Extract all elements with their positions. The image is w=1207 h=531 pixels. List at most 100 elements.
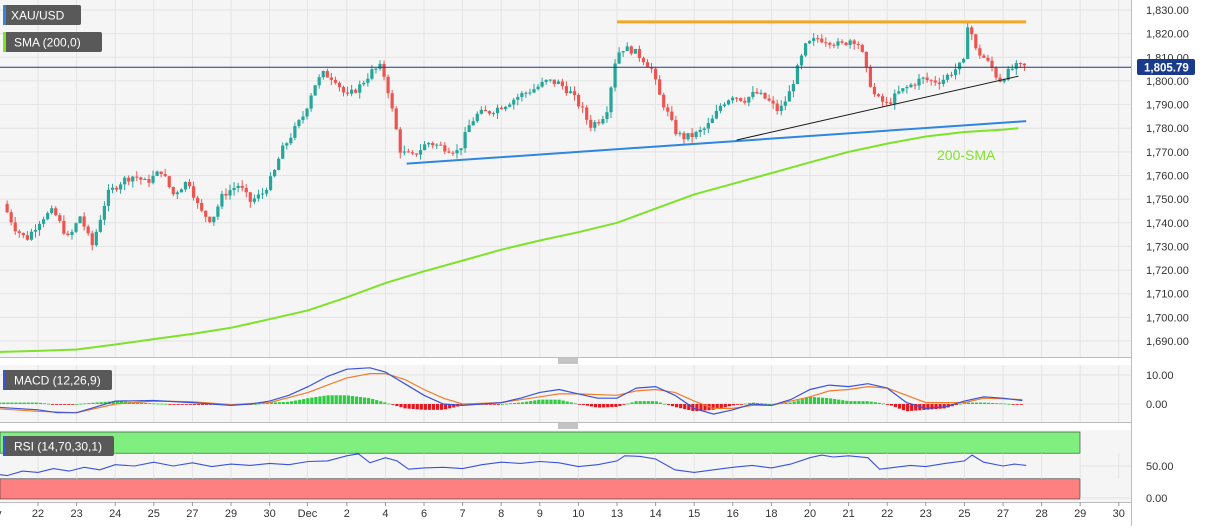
candle-body (5, 203, 9, 213)
price-tick-label: 1,780.00 (1146, 123, 1189, 135)
macd-histogram-bar (330, 395, 334, 404)
candle-body (370, 69, 374, 79)
legend-sma[interactable]: SMA (200,0) (3, 32, 102, 52)
macd-histogram-bar (585, 404, 590, 406)
macd-histogram-bar (342, 395, 346, 404)
macd-histogram-bar (399, 404, 403, 408)
macd-histogram-bar (99, 402, 103, 404)
macd-histogram-bar (184, 404, 188, 405)
pane-resize-handle-rsi[interactable] (0, 422, 1131, 430)
candle-body (248, 192, 252, 202)
price-grid (0, 0, 1131, 357)
time-tick-label: 21 (842, 508, 854, 520)
candle-body (394, 108, 398, 130)
candle-body (317, 77, 321, 86)
candle-body (629, 46, 633, 54)
macd-histogram-bar (411, 404, 415, 409)
macd-histogram-bar (557, 399, 561, 404)
candle-body (491, 113, 496, 115)
candle-body (475, 113, 479, 122)
macd-histogram-bar (516, 402, 521, 404)
time-tick-label: Nov (0, 508, 2, 520)
candle-body (589, 119, 593, 128)
price-pane[interactable]: 200-SMA (0, 0, 1131, 357)
legend-macd[interactable]: MACD (12,26,9) (3, 370, 112, 390)
candle-body (893, 93, 897, 104)
legend-rsi[interactable]: RSI (14,70,30,1) (3, 436, 114, 456)
candle-body (690, 133, 694, 138)
legend-symbol-marker (3, 5, 6, 25)
time-tick-label: 7 (460, 508, 466, 520)
macd-histogram-bar (492, 404, 496, 405)
macd-histogram-bar (942, 404, 946, 409)
macd-histogram-bar (966, 402, 971, 404)
macd-histogram-bar (87, 403, 91, 404)
candle-body (232, 187, 236, 191)
price-tick-label: 1,760.00 (1146, 171, 1189, 183)
candle-body (666, 107, 670, 112)
macd-histogram-bar (67, 404, 71, 405)
candle-body (471, 121, 475, 126)
macd-histogram-bar (926, 404, 930, 410)
candle-body (710, 118, 714, 124)
macd-histogram-bar (881, 403, 885, 405)
macd-tick-label: 10.00 (1146, 370, 1174, 382)
candle-body (54, 208, 58, 216)
price-tick-label: 1,820.00 (1146, 29, 1189, 41)
macd-histogram-bar (606, 404, 610, 408)
pane-resize-handle-macd[interactable] (0, 357, 1131, 365)
candle-body (17, 231, 21, 233)
macd-pane[interactable] (0, 365, 1131, 422)
macd-histogram-bar (407, 404, 411, 409)
macd-histogram-bar (196, 404, 200, 405)
candle-body (337, 82, 342, 87)
candle-body (179, 189, 183, 193)
macd-histogram-bar (573, 403, 577, 405)
candle-body (779, 105, 783, 111)
macd-histogram-bar (861, 401, 865, 404)
candle-body (925, 77, 929, 81)
macd-histogram-bar (265, 402, 269, 404)
rsi-pane[interactable] (0, 430, 1131, 502)
sma-200-line (0, 127, 1019, 353)
rsi-y-axis[interactable]: 0.00 50.00 (1146, 461, 1174, 505)
macd-histogram-bar (999, 403, 1003, 405)
candle-body (532, 89, 536, 93)
candle-body (325, 71, 329, 78)
time-tick-label: 27 (997, 508, 1009, 520)
candle-body (135, 176, 139, 178)
macd-histogram-bar (768, 403, 772, 405)
candle-body (341, 86, 346, 93)
candle-body (362, 82, 366, 85)
macd-histogram-bar (306, 398, 310, 404)
candle-body (354, 89, 358, 93)
time-tick-label: 30 (263, 508, 275, 520)
macd-histogram-bar (71, 404, 75, 405)
macd-histogram-bar (938, 404, 942, 409)
macd-y-axis[interactable]: 0.00 10.00 (1146, 370, 1174, 411)
candle-body (467, 125, 471, 133)
time-axis[interactable]: Nov22232425272930Dec24678910131415161820… (0, 502, 1131, 520)
candle-body (998, 77, 1002, 82)
macd-histogram-bar (666, 404, 671, 405)
macd-histogram-bar (512, 402, 517, 404)
macd-histogram-bar (423, 404, 427, 410)
candle-body (552, 79, 556, 84)
candle-body (670, 111, 674, 120)
macd-histogram-bar (743, 403, 748, 405)
candle-body (544, 79, 548, 83)
candle-body (974, 34, 978, 49)
candle-body (94, 231, 98, 246)
legend-symbol[interactable]: XAU/USD (3, 5, 81, 25)
macd-histogram-bar (140, 402, 144, 404)
macd-histogram-bar (168, 404, 172, 405)
candle-body (41, 219, 46, 224)
macd-histogram-bar (979, 402, 983, 404)
macd-histogram-bar (845, 400, 849, 404)
macd-histogram-bar (675, 404, 679, 408)
time-tick-label: 6 (421, 508, 427, 520)
macd-histogram-bar (95, 402, 99, 404)
price-y-axis[interactable]: 1,690.00 1,700.00 1,710.00 1,720.00 1,730.00… (1146, 5, 1189, 348)
macd-histogram-bar (642, 401, 646, 404)
price-overlays (0, 20, 1131, 353)
